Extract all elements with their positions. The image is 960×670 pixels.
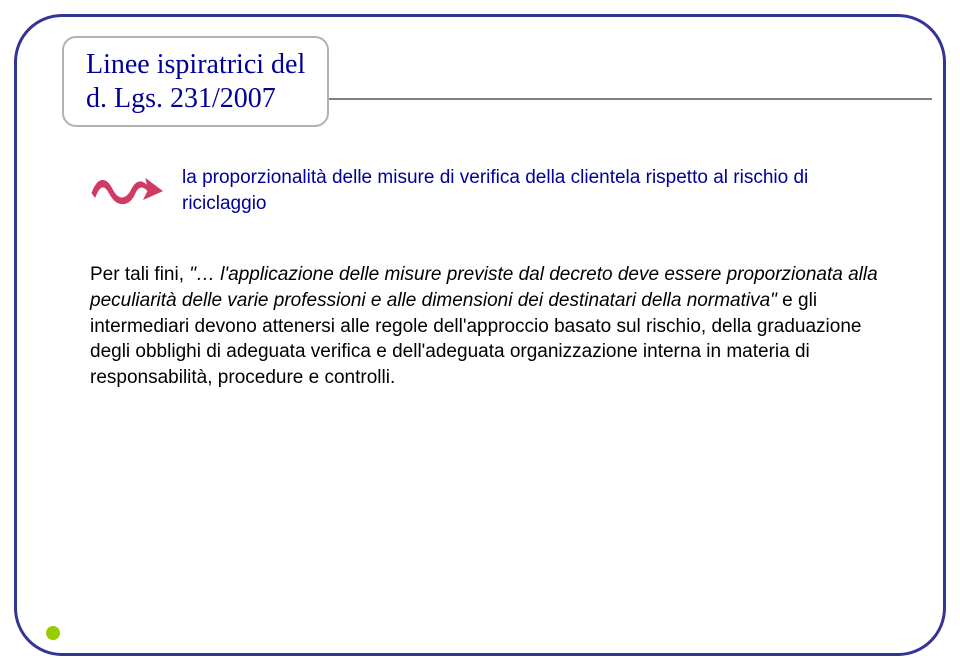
content-area: la proporzionalità delle misure di verif…: [90, 165, 890, 390]
body-italic-quote: "… l'applicazione delle misure previste …: [90, 264, 878, 311]
wave-arrow-icon: [90, 169, 164, 209]
body-part1: Per tali fini,: [90, 264, 189, 285]
title-line2: d. Lgs. 231/2007: [86, 82, 305, 116]
accent-dot: [46, 626, 60, 640]
lead-text: la proporzionalità delle misure di verif…: [182, 165, 890, 216]
title-underline: [310, 98, 932, 100]
title-line1: Linee ispiratrici del: [86, 48, 305, 82]
title-box: Linee ispiratrici del d. Lgs. 231/2007: [62, 36, 329, 127]
lead-row: la proporzionalità delle misure di verif…: [90, 165, 890, 216]
body-paragraph: Per tali fini, "… l'applicazione delle m…: [90, 262, 890, 390]
